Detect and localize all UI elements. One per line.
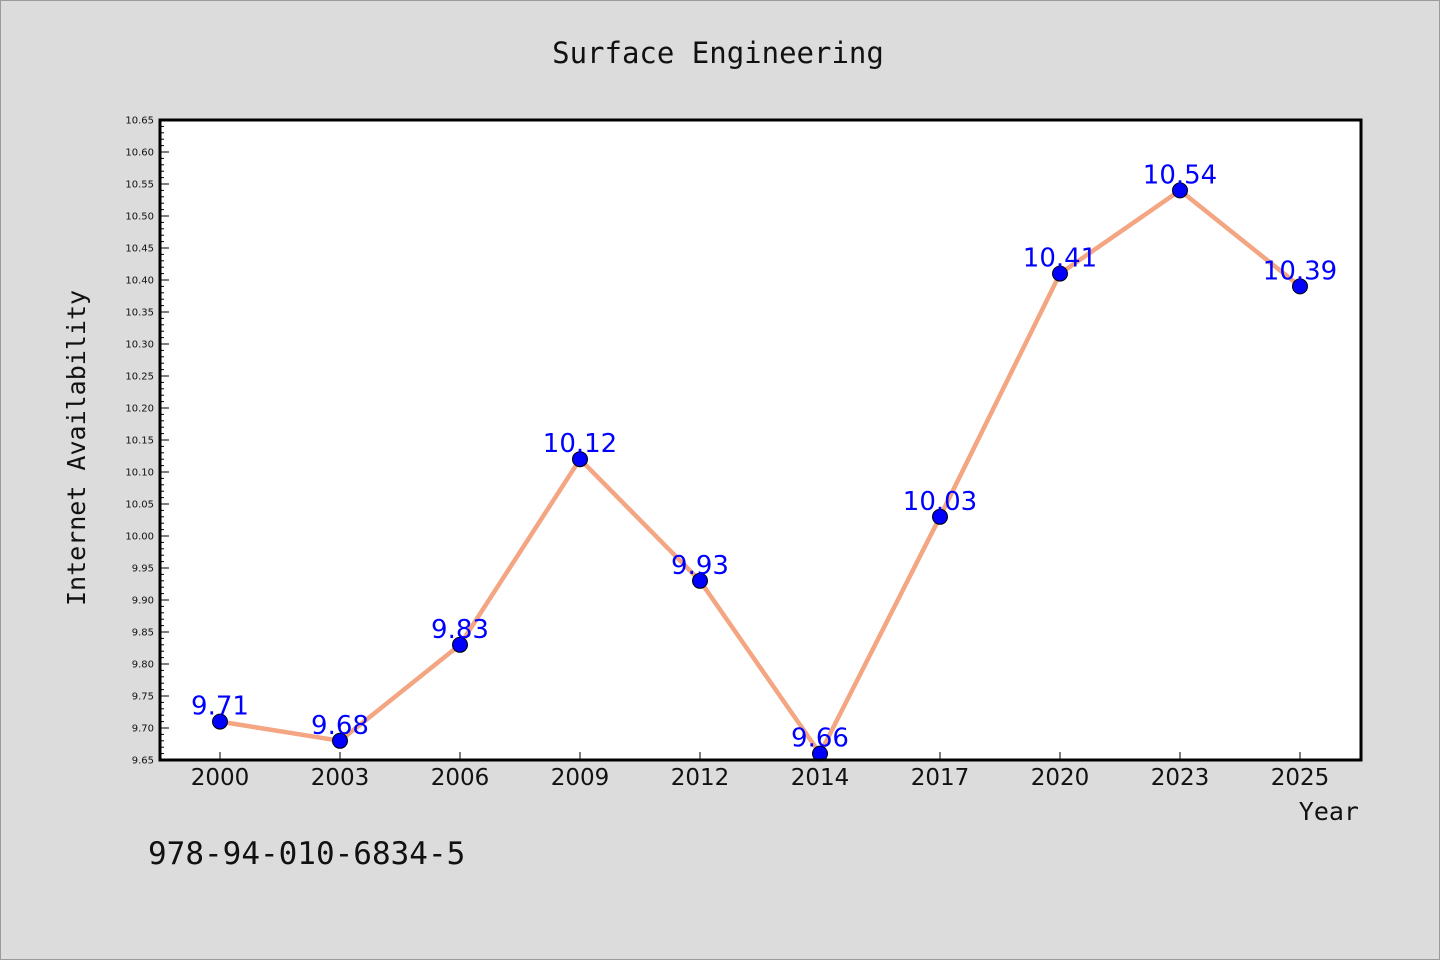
data-label: 10.54 <box>1143 160 1217 190</box>
data-point <box>692 572 708 589</box>
y-tick-label: 10.60 <box>125 148 154 159</box>
series-line-group <box>217 188 1303 756</box>
y-tick-label: 9.70 <box>132 724 154 735</box>
data-label: 9.93 <box>671 551 729 581</box>
y-tick-label: 10.20 <box>125 404 154 415</box>
x-tick-label: 2023 <box>1151 765 1210 791</box>
data-point <box>1052 265 1068 282</box>
y-tick-label: 9.80 <box>132 660 154 671</box>
data-points <box>212 182 1308 762</box>
y-tick-label: 10.00 <box>125 532 154 543</box>
data-point <box>1292 278 1308 295</box>
y-tick-label: 9.85 <box>132 628 154 639</box>
data-label: 10.41 <box>1023 244 1097 274</box>
data-label: 10.39 <box>1263 256 1337 286</box>
chart-title: Surface Engineering <box>552 36 884 70</box>
data-label: 9.68 <box>311 711 369 741</box>
y-tick-label: 10.25 <box>125 372 154 383</box>
series-line <box>217 188 1303 756</box>
x-tick-label: 2009 <box>551 765 610 791</box>
x-tick-label: 2025 <box>1271 765 1330 791</box>
data-label: 10.12 <box>543 429 617 459</box>
y-axis-label: Internet Availability <box>62 290 91 606</box>
plot-border <box>158 118 1363 762</box>
data-label: 9.83 <box>431 615 489 645</box>
y-tick-label: 9.65 <box>132 756 154 767</box>
y-tick-label: 10.55 <box>125 180 154 191</box>
y-tick-label: 10.65 <box>125 116 154 127</box>
data-labels: 9.71 9.68 9.83 10.12 9.93 9.66 10.03 10.41 10.54… <box>191 160 1337 753</box>
y-tick-label: 10.50 <box>125 212 154 223</box>
x-tick-label: 2017 <box>911 765 970 791</box>
x-axis-ticks: 2000 2003 2006 2009 2012 2014 2017 2020 2023 2025 <box>191 752 1330 791</box>
y-tick-label: 10.30 <box>125 340 154 351</box>
y-tick-label: 10.40 <box>125 276 154 287</box>
data-label: 10.03 <box>903 487 977 517</box>
isbn-text: 978-94-010-6834-5 <box>148 836 465 872</box>
x-tick-label: 2012 <box>671 765 730 791</box>
y-tick-label: 10.45 <box>125 244 154 255</box>
plot-area <box>160 120 1361 760</box>
data-label: 9.71 <box>191 692 249 722</box>
x-tick-label: 2014 <box>791 765 850 791</box>
x-tick-label: 2020 <box>1031 765 1090 791</box>
data-point <box>212 713 228 730</box>
data-point <box>572 451 588 468</box>
data-point <box>452 636 468 653</box>
y-tick-label: 9.75 <box>132 692 154 703</box>
x-tick-label: 2006 <box>431 765 490 791</box>
x-tick-label: 2003 <box>311 765 370 791</box>
x-axis-label: Year <box>1299 797 1359 826</box>
y-tick-label: 10.05 <box>125 500 154 511</box>
y-tick-label: 9.90 <box>132 596 154 607</box>
y-tick-label: 10.35 <box>125 308 154 319</box>
data-point <box>332 732 348 749</box>
data-label: 9.66 <box>791 724 849 754</box>
y-tick-label: 10.10 <box>125 468 154 479</box>
data-point <box>932 508 948 525</box>
y-tick-label: 9.95 <box>132 564 154 575</box>
y-axis-ticks: 9.65 9.70 9.75 9.80 9.85 9.90 9.95 10.00 10.05 10… <box>125 116 169 767</box>
x-tick-label: 2000 <box>191 765 250 791</box>
data-point <box>1172 182 1188 199</box>
y-tick-label: 10.15 <box>125 436 154 447</box>
